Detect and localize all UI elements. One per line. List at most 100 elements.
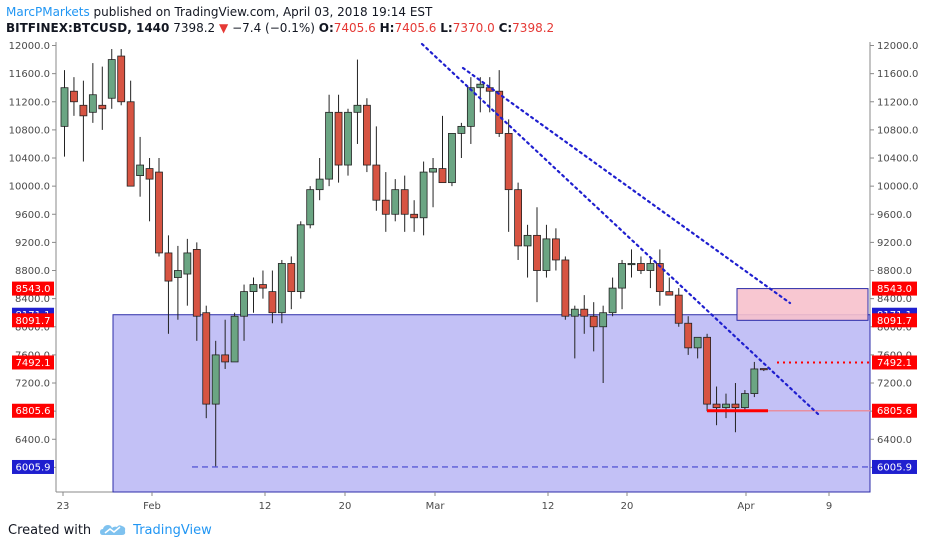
candle-body [79,104,88,117]
price-tag-left-text: 8543.0 [16,284,51,295]
candle-body [381,199,390,215]
candle-body [561,259,570,317]
price-tag-right [872,313,917,328]
close-label: C: [498,21,513,35]
candle-body [287,263,296,293]
y-tick-label-left: 10000.0 [9,182,50,193]
candle-body [476,83,485,89]
y-tick-label-left: 11600.0 [9,69,50,80]
candle-body [259,284,267,289]
candle-body [315,178,324,191]
candle-body [741,393,749,409]
candle-body [70,90,78,103]
y-tick-label-right: 10800.0 [877,125,918,136]
price-tag-right [872,355,917,370]
candle-body [88,94,97,113]
demand-zone [112,314,871,493]
candle-body [466,87,475,127]
y-tick-label-left: 10400.0 [9,154,50,165]
tradingview-cloud-icon [100,525,126,535]
candle-body [684,322,693,349]
candle-body [693,336,702,349]
candle-body [344,111,352,166]
candle-body [627,263,636,266]
y-tick-label-left: 9200.0 [15,238,50,249]
candle-body [419,171,428,219]
candle-body [211,354,220,405]
candle-body [655,263,664,293]
candle-body [580,308,589,317]
candle-body [646,263,655,271]
y-tick-label-left: 8400.0 [15,294,50,305]
price-tag-right-text: 8543.0 [877,284,912,295]
resistance-box [736,288,869,321]
candle-body [98,104,107,110]
y-tick-label-left: 9600.0 [15,210,50,221]
candles-layer [60,49,768,468]
price-tag-right-text: 8091.7 [877,316,912,327]
close-value: 7398.2 [512,21,555,35]
price-tag-left [12,403,54,418]
down-arrow-icon: ▼ [219,21,229,35]
price-axis: 12000.0 12000.0 11600.0 11600.0 11200.0 11200… [9,41,918,474]
candle-body [438,168,447,184]
x-tick-label: Apr [737,501,755,512]
candle-body [126,101,135,187]
time-axis: 23 Feb 12 20 Mar 12 20 Apr 9 [57,492,832,512]
symbol-label[interactable]: BITFINEX:BTCUSD, 1440 [6,21,170,35]
y-tick-label-right: 9200.0 [877,238,912,249]
candle-body [362,104,371,166]
price-tag-right-text: 7492.1 [877,358,912,369]
x-tick-label: 9 [826,501,832,512]
candle-body [107,59,116,99]
candle-body [429,168,437,173]
last-price: 7398.2 [173,21,216,35]
high-value: 7405.6 [394,21,437,35]
candle-body [495,90,504,134]
price-tag-right-text: 6005.9 [877,462,912,473]
author-link[interactable]: MarcPMarkets [6,5,90,19]
y-tick-label-right: 10000.0 [877,182,918,193]
candle-body [570,308,579,317]
price-tag-left [12,355,54,370]
candle-body [542,238,551,271]
candle-body [268,291,277,314]
price-tag-right [872,403,917,418]
candle-body [164,252,173,282]
x-tick-label: Mar [426,501,446,512]
candle-body [60,87,69,127]
chart-header: MarcPMarkets published on TradingView.co… [6,4,926,36]
lines-layer [192,42,870,468]
ohlc-line: BITFINEX:BTCUSD, 1440 7398.2 ▼ −7.4 (−0.… [6,20,926,36]
candle-body [145,168,154,180]
candle-body [703,336,711,405]
high-label: H: [379,21,395,35]
candle-body [552,238,560,261]
candle-body [523,234,532,247]
x-tick-label: 12 [259,501,272,512]
candle-body [277,263,286,314]
candle-body [712,403,721,409]
footer: Created with TradingView [8,522,212,538]
candle-body [249,284,258,293]
candle-body [618,263,626,289]
candle-body [608,287,617,314]
candle-body [136,164,145,176]
price-tag-left [12,313,54,328]
candle-body [731,403,740,409]
tradingview-brand[interactable]: TradingView [133,522,212,538]
candle-body [353,104,362,113]
candle-body [448,133,456,184]
candle-body [372,164,381,201]
candle-body [183,252,192,275]
candle-body [533,234,541,271]
publish-line: MarcPMarkets published on TradingView.co… [6,4,926,20]
price-tag-left-text: 6005.9 [16,462,51,473]
candle-body [457,125,466,134]
y-tick-label-left: 8000.0 [15,322,50,333]
price-tag-left-text: 6805.6 [16,406,51,417]
y-tick-label-left: 10800.0 [9,125,50,136]
y-tick-label-right: 9600.0 [877,210,912,221]
price-tag-right-text: 6805.6 [877,406,912,417]
